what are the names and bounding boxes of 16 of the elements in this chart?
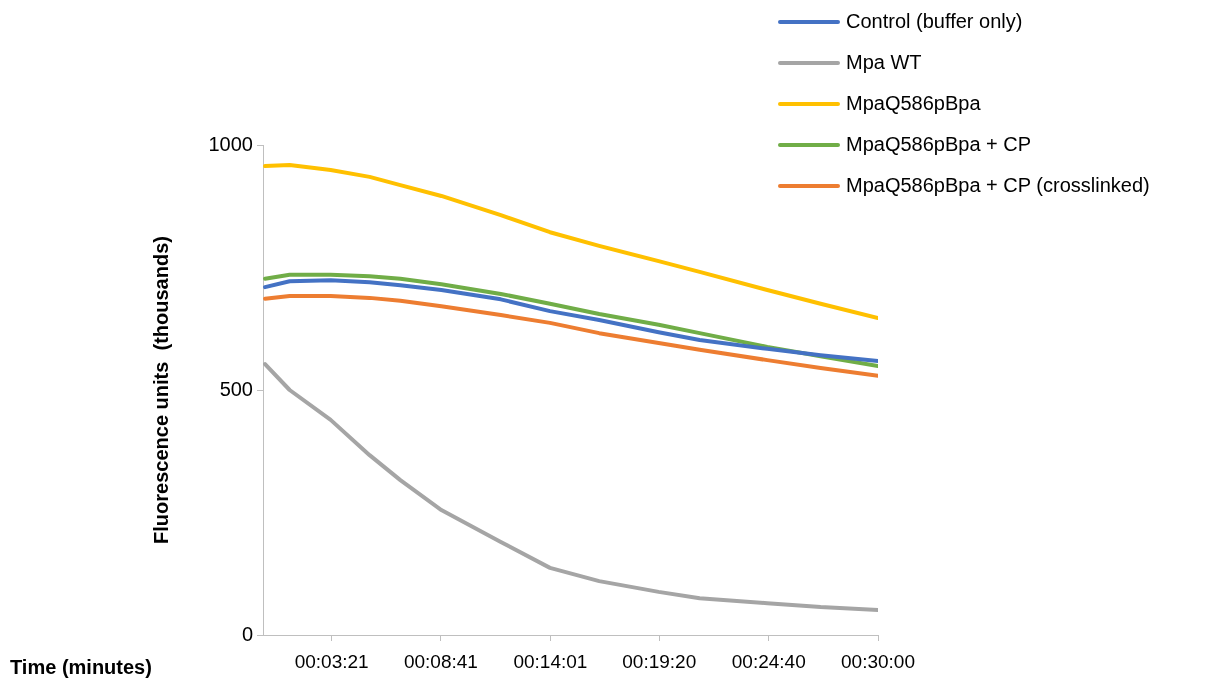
y-tick-label: 0	[241, 622, 253, 645]
y-axis-title: Fluorescence units (thousands)	[149, 236, 172, 544]
y-tick-label: 500	[219, 377, 253, 400]
x-tick-label: 00:08:41	[403, 650, 478, 672]
legend-label: MpaQ586pBpa	[846, 91, 982, 114]
y-tick-label: 1000	[208, 132, 253, 155]
x-tick-label: 00:19:20	[622, 650, 697, 672]
x-axis-title: Time (minutes)	[10, 655, 152, 678]
x-tick-label: 00:03:21	[294, 650, 369, 672]
x-tick-label: 00:30:00	[841, 650, 915, 672]
legend-label: Mpa WT	[846, 50, 922, 73]
legend-label: Control (buffer only)	[846, 9, 1023, 32]
legend-label: MpaQ586pBpa + CP (crosslinked)	[846, 173, 1150, 196]
x-tick-label: 00:24:40	[731, 650, 806, 672]
x-tick-label: 00:14:01	[513, 650, 588, 672]
legend-label: MpaQ586pBpa + CP	[846, 132, 1032, 155]
